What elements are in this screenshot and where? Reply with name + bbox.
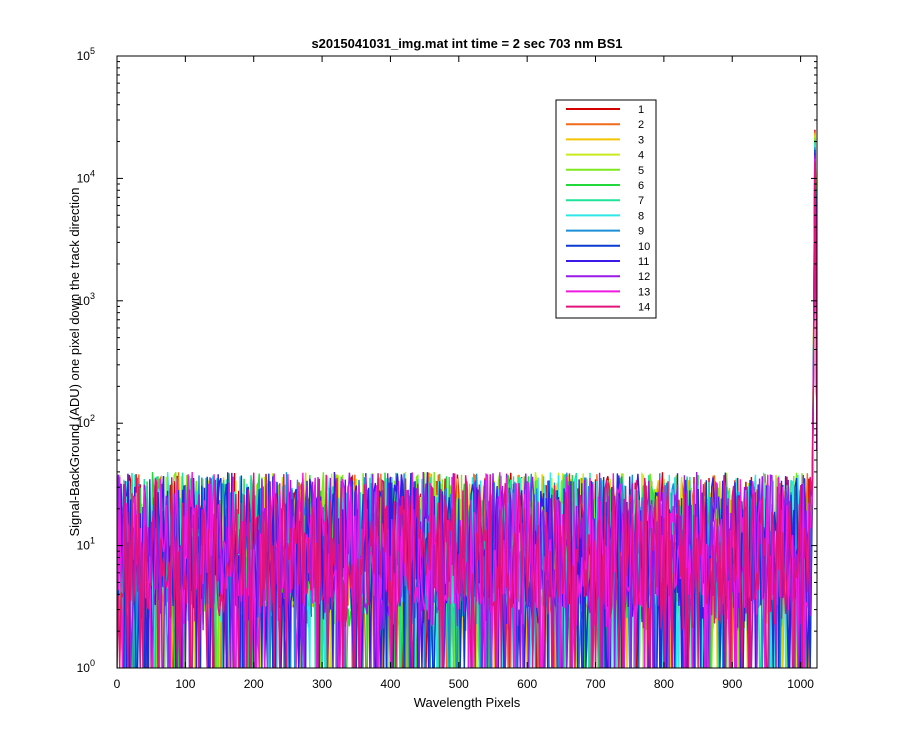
legend-label: 13 [638, 286, 650, 298]
legend-label: 1 [638, 104, 644, 116]
legend-entry: 4 [566, 150, 644, 162]
legend-entry: 14 [566, 302, 650, 314]
legend-entry: 1 [566, 104, 644, 116]
chart-title: s2015041031_img.mat int time = 2 sec 703… [311, 36, 622, 51]
legend-label: 7 [638, 195, 644, 207]
legend-entry: 13 [566, 286, 650, 298]
x-axis-label: Wavelength Pixels [414, 695, 521, 710]
y-tick-label: 102 [77, 413, 95, 430]
legend-entry: 3 [566, 134, 644, 146]
legend-label: 5 [638, 165, 644, 177]
plot-area [116, 55, 818, 669]
series-line-14 [117, 161, 817, 668]
legend-label: 10 [638, 241, 650, 253]
legend-entry: 11 [566, 256, 649, 268]
legend-entry: 9 [566, 226, 644, 238]
legend-entry: 5 [566, 165, 644, 177]
legend-label: 9 [638, 226, 644, 238]
x-tick-label: 600 [517, 677, 537, 691]
y-tick-label: 104 [77, 168, 95, 185]
x-tick-label: 900 [722, 677, 742, 691]
x-tick-label: 100 [175, 677, 195, 691]
y-axis-label: Signal-BackGround (ADU) one pixel down t… [67, 187, 82, 536]
legend-label: 12 [638, 271, 650, 283]
legend-entry: 12 [566, 271, 650, 283]
legend-entry: 2 [566, 119, 644, 131]
legend-label: 3 [638, 134, 644, 146]
legend-label: 4 [638, 150, 644, 162]
y-tick-label: 100 [77, 658, 95, 675]
legend-label: 6 [638, 180, 644, 192]
legend-label: 11 [638, 256, 649, 268]
legend-label: 2 [638, 119, 644, 131]
legend-label: 14 [638, 302, 650, 314]
legend-entry: 10 [566, 241, 650, 253]
series-layer [117, 129, 817, 668]
y-tick-label: 105 [77, 46, 95, 63]
y-tick-label: 103 [77, 291, 95, 308]
x-tick-label: 1000 [787, 677, 814, 691]
x-tick-label: 200 [244, 677, 264, 691]
x-tick-label: 800 [654, 677, 674, 691]
legend-label: 8 [638, 210, 644, 222]
legend-entry: 6 [566, 180, 644, 192]
legend-entry: 7 [566, 195, 644, 207]
legend-box [555, 99, 657, 319]
x-axis: 0 100 200 300 400 500 600 700 800 900 1000 [114, 56, 814, 691]
x-tick-label: 300 [312, 677, 332, 691]
x-tick-label: 500 [449, 677, 469, 691]
y-tick-label: 101 [77, 536, 95, 553]
x-tick-label: 400 [380, 677, 400, 691]
x-tick-label: 700 [586, 677, 606, 691]
x-tick-label: 0 [114, 677, 121, 691]
legend-entry: 8 [566, 210, 644, 222]
